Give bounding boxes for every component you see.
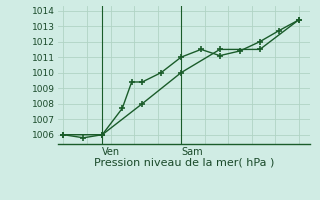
X-axis label: Pression niveau de la mer( hPa ): Pression niveau de la mer( hPa ) <box>94 158 274 168</box>
Text: Sam: Sam <box>181 147 203 157</box>
Text: Ven: Ven <box>102 147 120 157</box>
